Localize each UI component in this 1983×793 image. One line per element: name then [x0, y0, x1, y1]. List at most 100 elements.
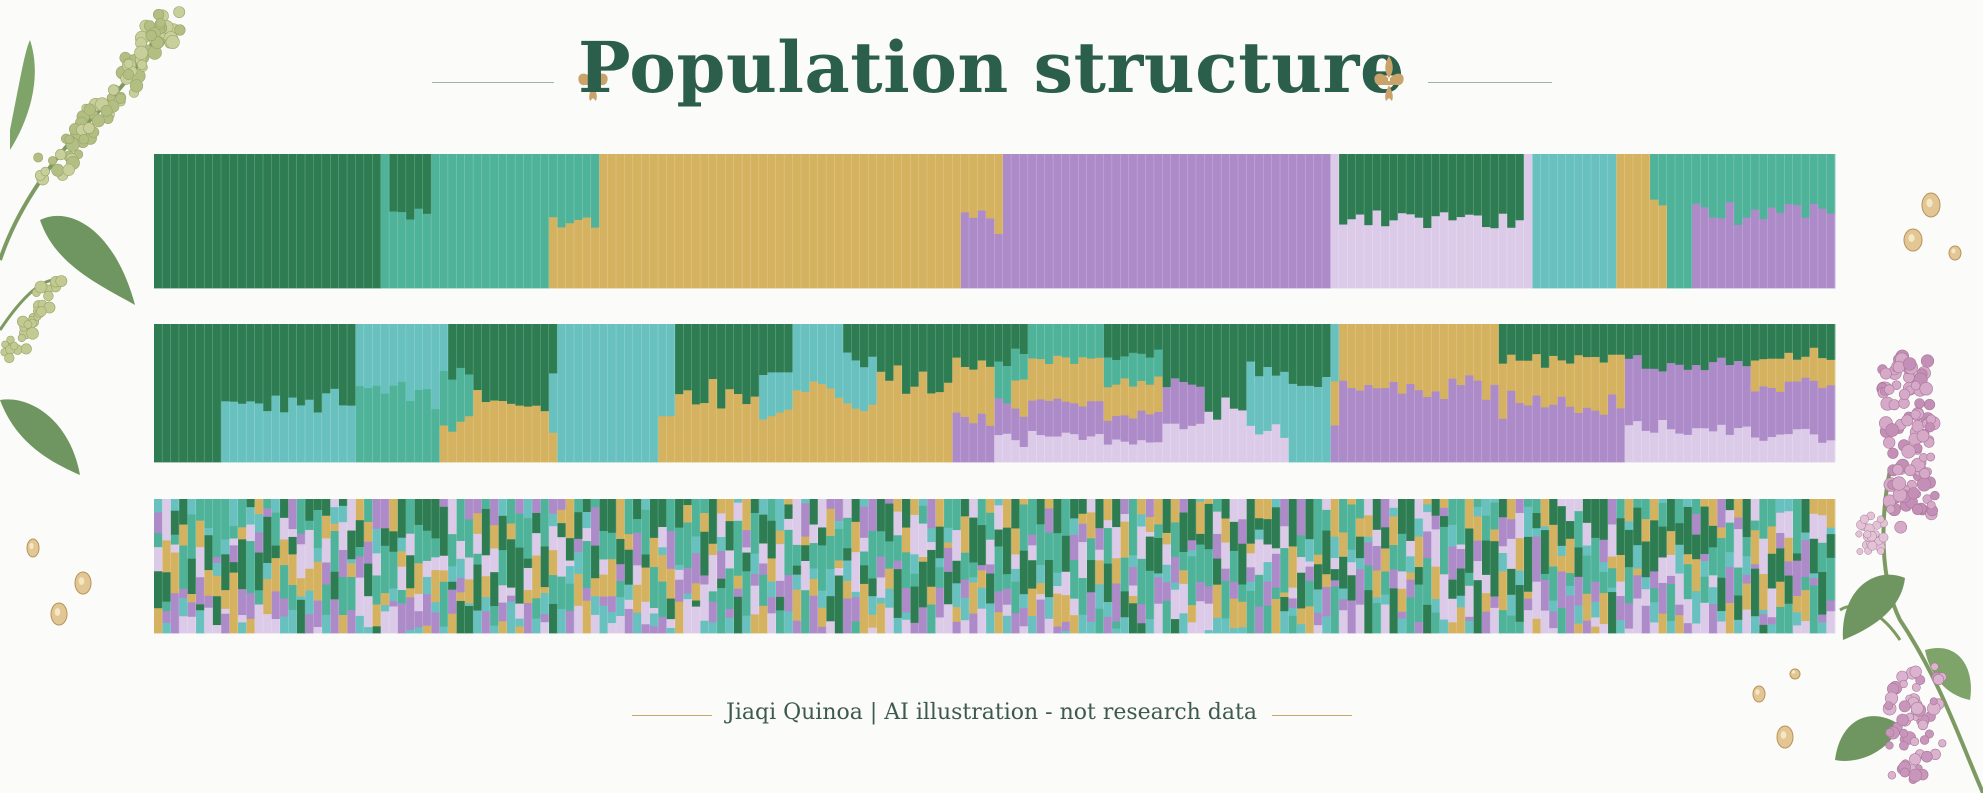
bar-separator — [1624, 499, 1626, 633]
bar-segment — [1759, 440, 1769, 463]
bar-separator — [338, 499, 340, 633]
bar-separator — [229, 154, 230, 288]
bar-segment — [179, 154, 189, 289]
bar-segment — [641, 567, 651, 603]
bar-segment — [254, 532, 264, 553]
bar-segment — [918, 154, 928, 289]
bar-segment — [549, 217, 558, 289]
bar-segment — [944, 604, 953, 634]
bar-segment — [1826, 385, 1836, 441]
bar-segment — [1389, 499, 1399, 509]
bar-segment — [1675, 499, 1685, 524]
bar-segment — [1490, 228, 1500, 289]
bar-segment — [1574, 499, 1584, 512]
bar-separator — [1145, 499, 1146, 633]
bar-segment — [254, 604, 264, 634]
bar-segment — [775, 372, 785, 413]
bar-segment — [1238, 499, 1248, 520]
bar-separator — [842, 154, 844, 288]
bar-segment — [1641, 154, 1651, 289]
bar-segment — [1128, 324, 1138, 354]
bar-segment — [1582, 407, 1592, 463]
bar-separator — [632, 154, 634, 288]
bar-separator — [691, 324, 693, 462]
bar-segment — [1742, 426, 1752, 463]
bar-separator — [1826, 324, 1827, 462]
bar-segment — [1616, 408, 1626, 463]
bar-separator — [825, 154, 827, 288]
bar-segment — [1364, 384, 1374, 463]
bar-segment — [725, 521, 735, 551]
bar-segment — [1011, 324, 1021, 350]
bar-segment — [1708, 587, 1718, 605]
bar-segment — [1515, 538, 1525, 572]
bar-separator — [1767, 499, 1768, 633]
bar-separator — [1330, 324, 1331, 462]
bar-segment — [834, 568, 844, 576]
bar-segment — [1204, 630, 1214, 634]
bar-segment — [658, 324, 668, 417]
bar-separator — [1641, 499, 1642, 633]
footer-caption: Jiaqi Quinoa | AI illustration - not res… — [726, 700, 1257, 725]
bar-segment — [221, 554, 231, 591]
bar-separator — [918, 154, 920, 288]
bar-segment — [1431, 612, 1441, 634]
bar-separator — [750, 499, 751, 633]
bar-segment — [1801, 590, 1811, 622]
quinoa-plant-left-icon — [0, 6, 186, 475]
bar-segment — [1171, 619, 1180, 634]
bar-segment — [1624, 324, 1634, 360]
bar-segment — [910, 573, 920, 587]
bar-segment — [515, 618, 525, 627]
bar-segment — [599, 574, 609, 597]
bar-segment — [1288, 154, 1298, 289]
bar-segment — [1557, 506, 1567, 547]
bar-segment — [1137, 526, 1147, 560]
bar-segment — [1280, 526, 1290, 549]
bar-segment — [1355, 604, 1365, 634]
bar-segment — [448, 379, 457, 433]
bar-separator — [556, 324, 558, 462]
bar-segment — [254, 590, 264, 605]
bar-segment — [977, 525, 987, 566]
bar-segment — [1481, 515, 1491, 541]
bar-segment — [422, 389, 432, 463]
bar-segment — [1700, 154, 1710, 208]
bar-segment — [1305, 606, 1315, 634]
bar-segment — [1406, 324, 1416, 385]
bar-separator — [1439, 324, 1441, 462]
bar-segment — [944, 324, 953, 384]
bar-segment — [1019, 379, 1029, 418]
bar-segment — [1692, 534, 1701, 560]
bar-separator — [935, 499, 936, 633]
bar-separator — [1649, 499, 1651, 633]
bar-separator — [1389, 154, 1390, 288]
bar-separator — [1304, 499, 1306, 633]
bar-separator — [1515, 499, 1516, 633]
bar-segment — [1624, 499, 1634, 522]
bar-segment — [1305, 580, 1315, 607]
bar-segment — [574, 154, 584, 221]
bar-segment — [1792, 553, 1802, 562]
bar-segment — [1238, 601, 1248, 628]
bar-separator — [237, 324, 239, 462]
bar-separator — [1313, 499, 1315, 633]
bar-segment — [1137, 324, 1147, 355]
bar-segment — [507, 595, 516, 603]
bar-segment — [549, 575, 558, 605]
bar-segment — [397, 603, 407, 634]
bar-segment — [1591, 499, 1601, 539]
bar-segment — [1423, 154, 1432, 229]
bar-segment — [549, 324, 558, 374]
bar-separator — [245, 499, 247, 633]
bar-segment — [1070, 434, 1079, 463]
bar-segment — [1028, 499, 1037, 536]
bar-separator — [994, 499, 995, 633]
bar-segment — [1120, 514, 1130, 523]
bar-segment — [481, 597, 491, 612]
bar-separator — [556, 154, 558, 288]
bar-segment — [448, 499, 457, 535]
bar-segment — [246, 401, 256, 463]
bar-segment — [1498, 499, 1508, 518]
bar-segment — [540, 593, 550, 615]
